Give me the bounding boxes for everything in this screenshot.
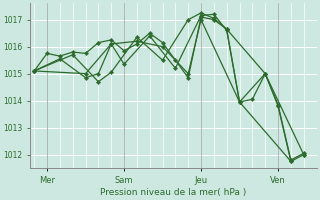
X-axis label: Pression niveau de la mer( hPa ): Pression niveau de la mer( hPa ) bbox=[100, 188, 247, 197]
